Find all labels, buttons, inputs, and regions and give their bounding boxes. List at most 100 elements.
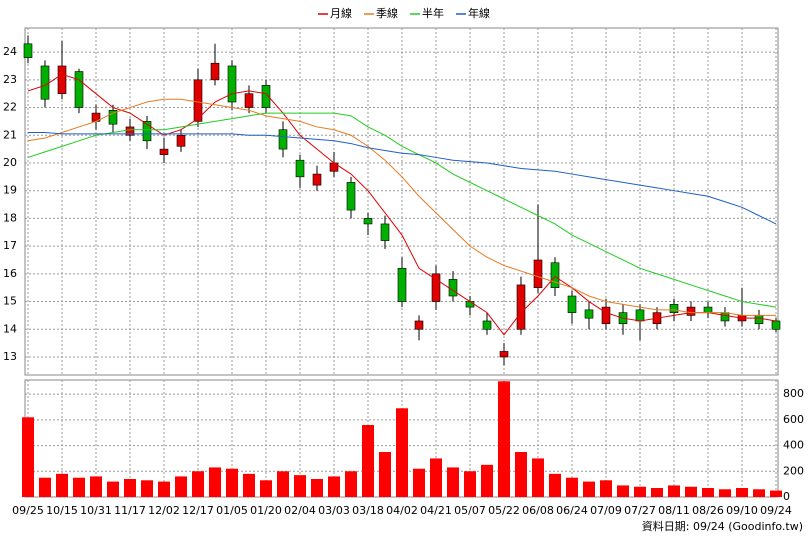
candle-body	[261, 85, 271, 108]
candle-body	[686, 306, 696, 316]
candle-body	[601, 306, 611, 325]
volume-bar	[396, 408, 408, 497]
x-tick-label: 03/18	[352, 504, 384, 517]
y-tick-label: 19	[3, 184, 17, 197]
volume-bar	[702, 488, 714, 497]
candle-body	[414, 320, 424, 330]
candle-body	[720, 312, 730, 322]
volume-tick-label: 0	[783, 490, 790, 503]
x-tick-label: 07/09	[590, 504, 622, 517]
volume-bar	[464, 471, 476, 497]
candle-body	[448, 279, 458, 297]
volume-bar	[73, 477, 85, 497]
candle-body	[363, 218, 373, 225]
volume-bar	[651, 488, 663, 497]
volume-bar	[226, 468, 238, 497]
x-tick-label: 01/20	[250, 504, 282, 517]
volume-bar	[668, 485, 680, 497]
volume-bar	[515, 452, 527, 497]
candle-body	[754, 315, 764, 325]
volume-bar	[311, 479, 323, 497]
x-tick-label: 10/31	[80, 504, 112, 517]
candle-body	[499, 351, 509, 358]
x-tick-label: 09/25	[12, 504, 44, 517]
candle-body	[278, 129, 288, 150]
volume-bar	[719, 489, 731, 497]
volume-bar	[141, 480, 153, 497]
volume-bar	[107, 481, 119, 497]
x-tick-label: 03/03	[318, 504, 350, 517]
y-tick-label: 17	[3, 239, 17, 252]
volume-bar	[379, 452, 391, 497]
volume-bar	[753, 489, 765, 497]
x-tick-label: 12/02	[148, 504, 180, 517]
volume-bar	[192, 471, 204, 497]
volume-bar	[243, 473, 255, 497]
volume-bar	[685, 486, 697, 497]
x-tick-label: 04/02	[386, 504, 418, 517]
footer-note: 資料日期: 09/24 (Goodinfo.tw)	[642, 519, 803, 533]
volume-bar	[481, 464, 493, 497]
volume-bar	[175, 476, 187, 497]
volume-bar	[549, 473, 561, 497]
candle-body	[397, 267, 407, 302]
volume-bar	[158, 481, 170, 497]
volume-bar	[600, 480, 612, 497]
x-tick-label: 08/26	[692, 504, 724, 517]
volume-bar	[260, 480, 272, 497]
candle-body	[159, 148, 169, 155]
x-tick-label: 04/21	[420, 504, 452, 517]
candle-body	[210, 62, 220, 81]
candle-body	[550, 262, 560, 288]
y-tick-label: 22	[3, 101, 17, 114]
volume-bar	[736, 488, 748, 497]
volume-bar	[413, 468, 425, 497]
volume-bar	[532, 458, 544, 497]
x-tick-label: 10/15	[46, 504, 78, 517]
candle-body	[193, 79, 203, 122]
legend-label: 年線	[468, 6, 490, 20]
candle-body	[584, 309, 594, 319]
x-tick-label: 08/11	[658, 504, 690, 517]
x-tick-label: 01/05	[216, 504, 248, 517]
ma-line	[27, 73, 777, 336]
candle-body	[57, 65, 67, 94]
candle-body	[142, 121, 152, 142]
y-tick-label: 14	[3, 322, 17, 335]
y-tick-label: 16	[3, 267, 17, 280]
volume-bar	[277, 471, 289, 497]
volume-bar	[770, 490, 782, 497]
candle-body	[176, 134, 186, 147]
volume-bar	[345, 471, 357, 497]
volume-bar	[328, 476, 340, 497]
candle-body	[516, 284, 526, 330]
x-tick-label: 12/17	[182, 504, 214, 517]
volume-bar	[39, 477, 51, 497]
candle-body	[380, 223, 390, 241]
y-tick-label: 23	[3, 73, 17, 86]
candle-body	[482, 320, 492, 330]
volume-bar	[209, 467, 221, 497]
x-tick-label: 09/10	[726, 504, 758, 517]
candle-body	[771, 320, 781, 330]
ma-line	[27, 112, 777, 308]
legend-label: 半年	[422, 6, 444, 20]
candle-body	[533, 259, 543, 288]
candle-body	[125, 126, 135, 136]
volume-bar	[617, 485, 629, 497]
volume-tick-label: 200	[783, 464, 804, 477]
volume-bar	[498, 381, 510, 497]
volume-bar	[90, 476, 102, 497]
volume-bar	[56, 473, 68, 497]
volume-bar	[22, 417, 34, 497]
candle-body	[635, 309, 645, 322]
volume-tick-label: 600	[783, 413, 804, 426]
volume-bar	[583, 481, 595, 497]
volume-bar	[634, 486, 646, 497]
volume-tick-label: 400	[783, 439, 804, 452]
y-tick-label: 21	[3, 128, 17, 141]
x-tick-label: 02/04	[284, 504, 316, 517]
legend-label: 月線	[330, 6, 352, 20]
x-tick-label: 11/17	[114, 504, 146, 517]
candle-body	[74, 71, 84, 108]
